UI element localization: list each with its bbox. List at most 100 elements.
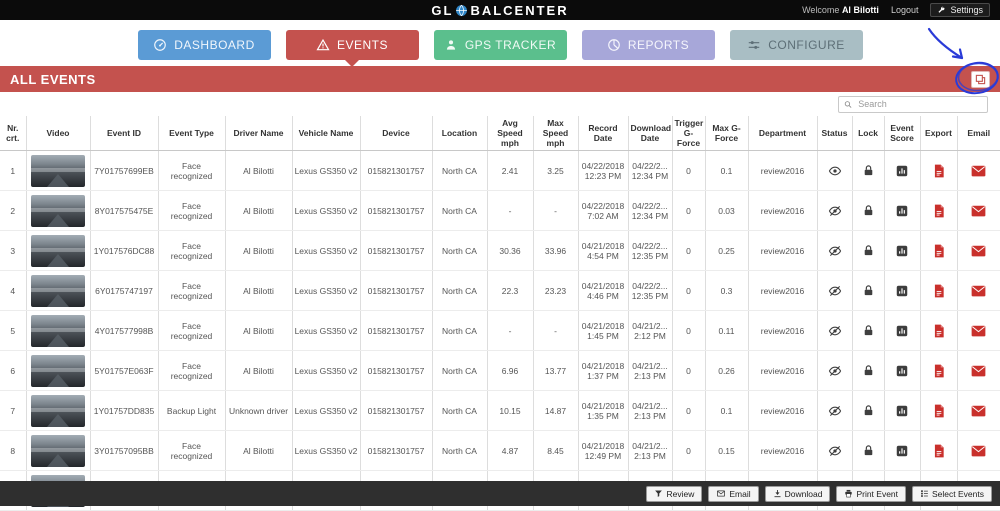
lock-icon[interactable] bbox=[862, 364, 875, 377]
email-icon[interactable] bbox=[971, 165, 986, 177]
event-score-icon[interactable] bbox=[895, 404, 909, 418]
export-pdf-icon[interactable] bbox=[933, 284, 945, 298]
search-input[interactable] bbox=[856, 98, 982, 110]
active-tab-caret bbox=[345, 60, 359, 67]
event-id-cell: 1Y017576DC88 bbox=[90, 230, 159, 271]
lock-icon[interactable] bbox=[862, 164, 875, 177]
nav-tab-dashboard[interactable]: DASHBOARD bbox=[137, 30, 271, 60]
row-number-cell: 4 bbox=[0, 270, 27, 311]
department-cell: review2016 bbox=[748, 350, 818, 391]
video-thumbnail[interactable] bbox=[31, 194, 85, 227]
column-header: Record Date bbox=[578, 116, 629, 151]
download-button[interactable]: Download bbox=[764, 485, 831, 502]
status-hidden-icon[interactable] bbox=[828, 444, 842, 458]
video-thumbnail[interactable] bbox=[31, 314, 85, 347]
logout-link[interactable]: Logout bbox=[890, 5, 919, 15]
status-visible-icon[interactable] bbox=[828, 164, 842, 178]
lock-icon[interactable] bbox=[862, 444, 875, 457]
email-icon[interactable] bbox=[971, 445, 986, 457]
export-events-button[interactable] bbox=[971, 70, 990, 88]
status-hidden-icon[interactable] bbox=[828, 324, 842, 338]
status-cell bbox=[817, 390, 853, 431]
status-hidden-icon[interactable] bbox=[828, 284, 842, 298]
max-gforce-cell: 0.1 bbox=[705, 390, 749, 431]
video-thumbnail[interactable] bbox=[31, 394, 85, 427]
status-cell bbox=[817, 230, 853, 271]
lock-icon[interactable] bbox=[862, 324, 875, 337]
event-score-icon[interactable] bbox=[895, 364, 909, 378]
email-button[interactable]: Email bbox=[708, 485, 759, 502]
video-thumbnail[interactable] bbox=[31, 434, 85, 467]
export-pdf-icon[interactable] bbox=[933, 404, 945, 418]
vehicle-name-cell: Lexus GS350 v2 bbox=[292, 430, 361, 471]
email-icon[interactable] bbox=[971, 205, 986, 217]
status-hidden-icon[interactable] bbox=[828, 404, 842, 418]
table-row[interactable]: 8 3Y01757095BB Face recognized Al Bilott… bbox=[0, 430, 1000, 471]
table-row[interactable]: 3 1Y017576DC88 Face recognized Al Bilott… bbox=[0, 230, 1000, 271]
location-cell: North CA bbox=[432, 390, 488, 431]
lock-icon[interactable] bbox=[862, 204, 875, 217]
email-icon[interactable] bbox=[971, 365, 986, 377]
globe-icon bbox=[456, 4, 468, 16]
lock-icon[interactable] bbox=[862, 244, 875, 257]
video-thumbnail[interactable] bbox=[31, 354, 85, 387]
email-cell bbox=[957, 430, 1000, 471]
table-row[interactable]: 5 4Y017577998B Face recognized Al Bilott… bbox=[0, 310, 1000, 351]
video-cell bbox=[26, 390, 91, 431]
column-header: Status bbox=[817, 116, 853, 151]
table-row[interactable]: 6 5Y01757E063F Face recognized Al Bilott… bbox=[0, 350, 1000, 391]
download-date-cell: 04/21/2... 2:13 PM bbox=[628, 350, 673, 391]
table-row[interactable]: 7 1Y01757DD835 Backup Light Unknown driv… bbox=[0, 390, 1000, 431]
download-date-cell: 04/21/2... 2:13 PM bbox=[628, 390, 673, 431]
video-thumbnail[interactable] bbox=[31, 274, 85, 307]
vehicle-name-cell: Lexus GS350 v2 bbox=[292, 150, 361, 191]
record-date-cell: 04/21/2018 1:35 PM bbox=[578, 390, 629, 431]
table-row[interactable]: 1 7Y01757699EB Face recognized Al Bilott… bbox=[0, 150, 1000, 191]
avg-speed-cell: 22.3 bbox=[487, 270, 534, 311]
event-score-icon[interactable] bbox=[895, 444, 909, 458]
lock-icon[interactable] bbox=[862, 284, 875, 297]
export-pdf-icon[interactable] bbox=[933, 324, 945, 338]
export-pdf-icon[interactable] bbox=[933, 364, 945, 378]
export-pdf-icon[interactable] bbox=[933, 444, 945, 458]
email-icon[interactable] bbox=[971, 245, 986, 257]
status-hidden-icon[interactable] bbox=[828, 204, 842, 218]
avg-speed-cell: 30.36 bbox=[487, 230, 534, 271]
status-hidden-icon[interactable] bbox=[828, 244, 842, 258]
email-icon[interactable] bbox=[971, 285, 986, 297]
export-pdf-icon[interactable] bbox=[933, 164, 945, 178]
email-icon[interactable] bbox=[971, 405, 986, 417]
table-row[interactable]: 4 6Y0175747197 Face recognized Al Bilott… bbox=[0, 270, 1000, 311]
event-score-icon[interactable] bbox=[895, 244, 909, 258]
trigger-gforce-cell: 0 bbox=[672, 310, 706, 351]
event-score-icon[interactable] bbox=[895, 204, 909, 218]
status-hidden-icon[interactable] bbox=[828, 364, 842, 378]
nav-tab-configure[interactable]: CONFIGURE bbox=[729, 30, 863, 60]
device-cell: 015821301757 bbox=[360, 430, 433, 471]
avg-speed-cell: 10.15 bbox=[487, 390, 534, 431]
nav-tab-events[interactable]: EVENTS bbox=[285, 30, 419, 67]
lock-icon[interactable] bbox=[862, 404, 875, 417]
event-score-cell bbox=[884, 430, 921, 471]
select-events-button[interactable]: Select Events bbox=[912, 485, 992, 502]
event-score-icon[interactable] bbox=[895, 324, 909, 338]
nav-tab-gps-tracker[interactable]: GPS TRACKER bbox=[433, 30, 567, 60]
print-event-button[interactable]: Print Event bbox=[836, 485, 907, 502]
settings-button[interactable]: Settings bbox=[930, 3, 990, 17]
max-gforce-cell: 0.25 bbox=[705, 230, 749, 271]
export-pdf-icon[interactable] bbox=[933, 244, 945, 258]
video-cell bbox=[26, 230, 91, 271]
event-score-icon[interactable] bbox=[895, 284, 909, 298]
review-button[interactable]: Review bbox=[646, 485, 703, 502]
email-icon[interactable] bbox=[971, 325, 986, 337]
table-row[interactable]: 2 8Y017575475E Face recognized Al Bilott… bbox=[0, 190, 1000, 231]
column-header: Event Score bbox=[884, 116, 921, 151]
video-thumbnail[interactable] bbox=[31, 154, 85, 187]
event-score-icon[interactable] bbox=[895, 164, 909, 178]
logo-text-right: BALCENTER bbox=[470, 2, 569, 18]
export-pdf-icon[interactable] bbox=[933, 204, 945, 218]
nav-tab-reports[interactable]: REPORTS bbox=[581, 30, 715, 60]
person-pin-icon bbox=[446, 40, 455, 50]
video-thumbnail[interactable] bbox=[31, 234, 85, 267]
max-gforce-cell: 0.11 bbox=[705, 310, 749, 351]
